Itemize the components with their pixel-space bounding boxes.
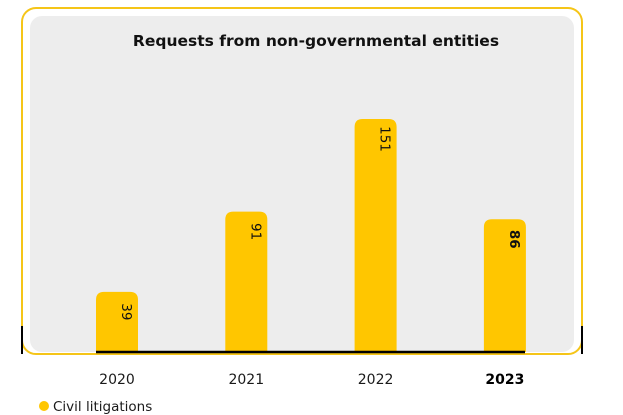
bar-2023 bbox=[483, 219, 526, 352]
bar-value-label-2023: 86 bbox=[506, 230, 522, 249]
chart-panel bbox=[30, 16, 574, 352]
chart-title: Requests from non-governmental entities bbox=[133, 32, 499, 50]
bar-value-label-2021: 91 bbox=[247, 223, 263, 240]
legend-label: Civil litigations bbox=[53, 399, 152, 415]
x-tick-2022: 2022 bbox=[358, 372, 394, 388]
bar-2020 bbox=[96, 291, 138, 352]
legend: Civil litigations bbox=[39, 399, 152, 415]
x-tick-2023: 2023 bbox=[485, 372, 524, 388]
bar-2022 bbox=[354, 119, 397, 352]
x-tick-2021: 2021 bbox=[228, 372, 264, 388]
bar-2021 bbox=[225, 211, 268, 352]
bar-value-label-2022: 151 bbox=[377, 126, 393, 152]
bar-value-label-2020: 39 bbox=[118, 303, 134, 320]
x-tick-2020: 2020 bbox=[99, 372, 135, 388]
x-tick-labels: 2020 2021 2022 2023 bbox=[99, 372, 524, 388]
bars-layer: 39 91 151 86 bbox=[96, 119, 526, 352]
legend-swatch bbox=[39, 401, 49, 411]
